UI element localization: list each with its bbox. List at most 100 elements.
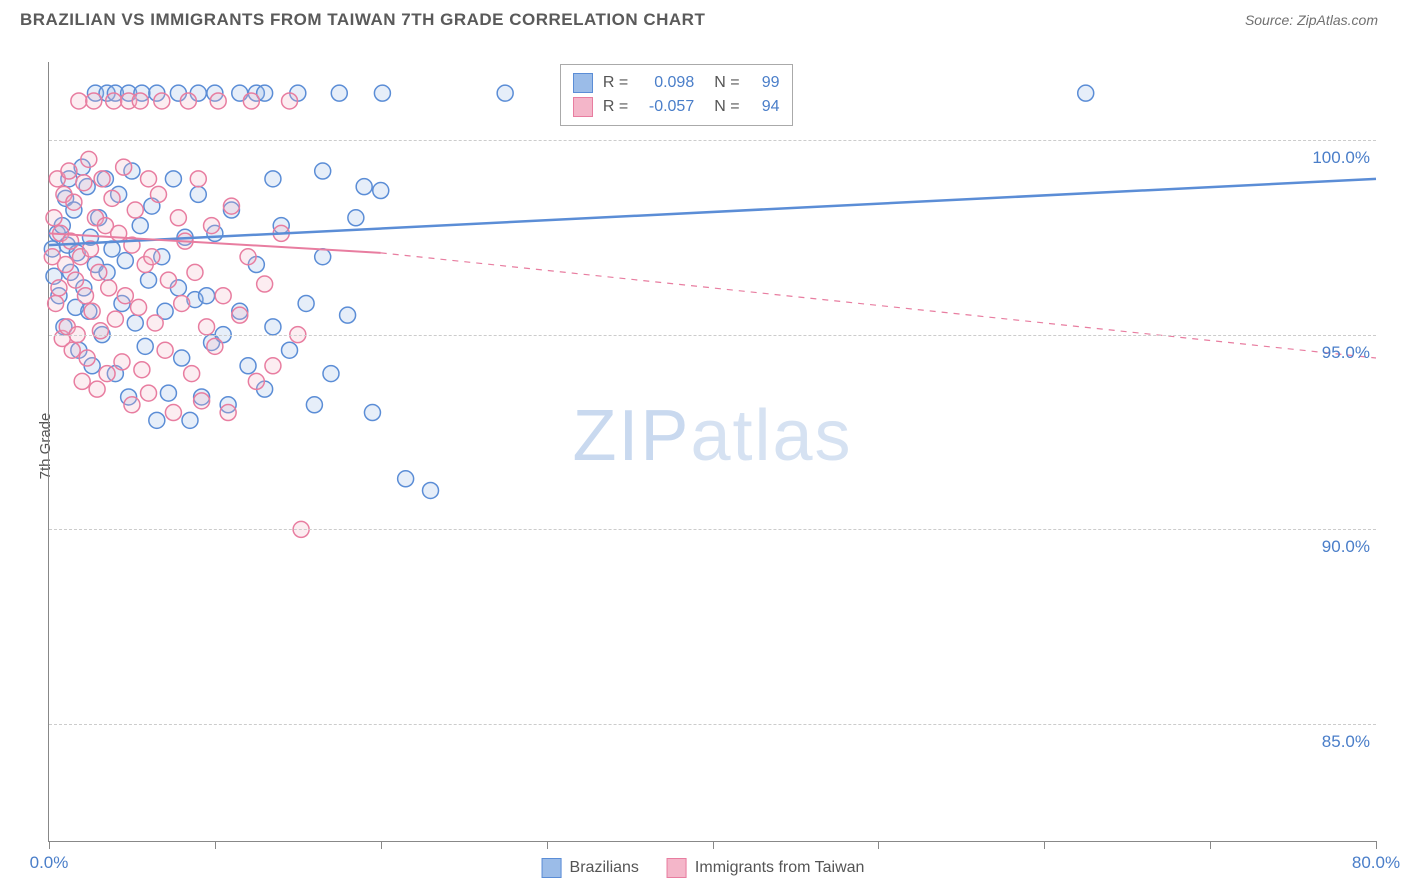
data-point bbox=[184, 366, 200, 382]
data-point bbox=[58, 257, 74, 273]
data-point bbox=[132, 218, 148, 234]
gridline bbox=[49, 529, 1376, 530]
data-point bbox=[165, 405, 181, 421]
data-point bbox=[356, 179, 372, 195]
data-point bbox=[182, 412, 198, 428]
data-point bbox=[71, 93, 87, 109]
data-point bbox=[48, 295, 64, 311]
data-point bbox=[248, 373, 264, 389]
data-point bbox=[331, 85, 347, 101]
data-point bbox=[137, 338, 153, 354]
data-point bbox=[180, 93, 196, 109]
data-point bbox=[174, 350, 190, 366]
data-point bbox=[315, 163, 331, 179]
data-point bbox=[306, 397, 322, 413]
data-point bbox=[154, 93, 170, 109]
data-point bbox=[240, 249, 256, 265]
data-point bbox=[61, 163, 77, 179]
y-tick-label: 100.0% bbox=[1312, 148, 1370, 168]
data-point bbox=[199, 319, 215, 335]
stat-n-value: 99 bbox=[750, 74, 780, 92]
x-tick bbox=[49, 841, 50, 849]
scatter-chart: ZIPatlas 85.0%90.0%95.0%100.0%0.0%80.0%R… bbox=[48, 62, 1376, 842]
data-point bbox=[265, 319, 281, 335]
legend-swatch bbox=[573, 73, 593, 93]
data-point bbox=[76, 175, 92, 191]
data-point bbox=[204, 218, 220, 234]
data-point bbox=[144, 249, 160, 265]
data-point bbox=[240, 358, 256, 374]
data-point bbox=[66, 194, 82, 210]
x-tick-label: 0.0% bbox=[30, 853, 69, 873]
x-tick bbox=[215, 841, 216, 849]
data-point bbox=[127, 315, 143, 331]
data-point bbox=[323, 366, 339, 382]
data-point bbox=[243, 93, 259, 109]
data-point bbox=[86, 93, 102, 109]
data-point bbox=[51, 280, 67, 296]
data-point bbox=[210, 93, 226, 109]
data-point bbox=[398, 471, 414, 487]
data-point bbox=[497, 85, 513, 101]
data-point bbox=[149, 412, 165, 428]
data-point bbox=[89, 381, 105, 397]
data-point bbox=[282, 342, 298, 358]
data-point bbox=[84, 303, 100, 319]
data-point bbox=[141, 272, 157, 288]
data-point bbox=[257, 276, 273, 292]
x-tick-label: 80.0% bbox=[1352, 853, 1400, 873]
data-point bbox=[104, 190, 120, 206]
gridline bbox=[49, 724, 1376, 725]
data-point bbox=[91, 264, 107, 280]
data-point bbox=[187, 264, 203, 280]
data-point bbox=[107, 311, 123, 327]
data-point bbox=[174, 295, 190, 311]
stat-r-value: -0.057 bbox=[638, 98, 694, 116]
data-point bbox=[223, 198, 239, 214]
data-point bbox=[373, 183, 389, 199]
data-point bbox=[215, 288, 231, 304]
y-tick-label: 95.0% bbox=[1322, 343, 1370, 363]
x-tick bbox=[547, 841, 548, 849]
data-point bbox=[423, 482, 439, 498]
data-point bbox=[141, 171, 157, 187]
data-point bbox=[117, 253, 133, 269]
stat-r-value: 0.098 bbox=[638, 74, 694, 92]
x-tick bbox=[381, 841, 382, 849]
y-tick-label: 90.0% bbox=[1322, 537, 1370, 557]
stat-n-label: N = bbox=[714, 98, 739, 116]
data-point bbox=[117, 288, 133, 304]
data-point bbox=[94, 171, 110, 187]
data-point bbox=[190, 171, 206, 187]
data-point bbox=[124, 397, 140, 413]
data-point bbox=[77, 288, 93, 304]
data-point bbox=[207, 338, 223, 354]
data-point bbox=[74, 373, 90, 389]
legend-item: Brazilians bbox=[542, 858, 639, 878]
chart-title: BRAZILIAN VS IMMIGRANTS FROM TAIWAN 7TH … bbox=[20, 10, 705, 30]
data-point bbox=[265, 171, 281, 187]
data-point bbox=[282, 93, 298, 109]
x-tick bbox=[1210, 841, 1211, 849]
x-tick bbox=[1044, 841, 1045, 849]
data-point bbox=[46, 210, 62, 226]
data-point bbox=[101, 280, 117, 296]
stats-row: R =0.098N =99 bbox=[573, 71, 780, 95]
data-point bbox=[374, 85, 390, 101]
data-point bbox=[364, 405, 380, 421]
data-point bbox=[64, 342, 80, 358]
data-point bbox=[160, 385, 176, 401]
data-point bbox=[340, 307, 356, 323]
data-point bbox=[99, 366, 115, 382]
data-point bbox=[265, 358, 281, 374]
data-point bbox=[160, 272, 176, 288]
data-point bbox=[134, 362, 150, 378]
stat-n-label: N = bbox=[714, 74, 739, 92]
data-point bbox=[150, 186, 166, 202]
stat-r-label: R = bbox=[603, 98, 628, 116]
data-point bbox=[114, 354, 130, 370]
data-point bbox=[199, 288, 215, 304]
stat-n-value: 94 bbox=[750, 98, 780, 116]
data-point bbox=[315, 249, 331, 265]
chart-header: BRAZILIAN VS IMMIGRANTS FROM TAIWAN 7TH … bbox=[0, 0, 1406, 40]
